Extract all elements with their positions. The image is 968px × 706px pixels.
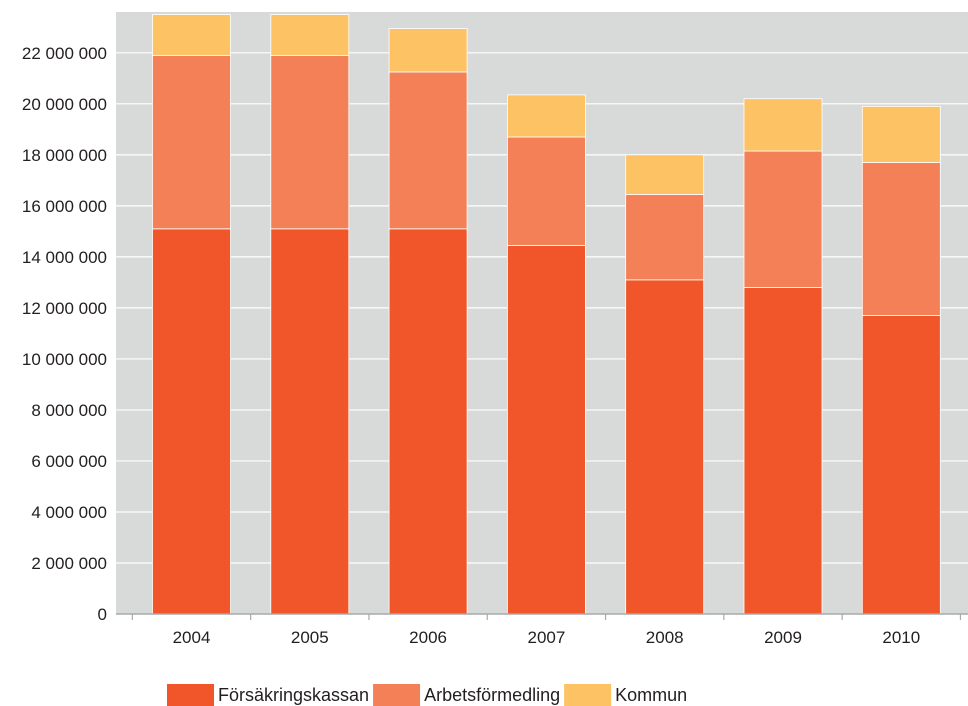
bar-f-rs-kringskassan-2009: [743, 287, 823, 615]
y-tick-label: 10 000 000: [22, 350, 107, 369]
bar-f-rs-kringskassan-2004: [152, 228, 231, 615]
bar-f-rs-kringskassan-2007: [506, 245, 586, 615]
y-tick-label: 14 000 000: [22, 248, 107, 267]
y-axis: 0 2 000 000 4 000 000 6 000 000 8 000 000 10 …: [22, 44, 107, 624]
y-tick-label: 18 000 000: [22, 146, 107, 165]
x-axis: 2004 2005 2006 2007 2008 2009 2010: [116, 613, 968, 647]
bar-f-rs-kringskassan-2010: [861, 315, 941, 615]
legend-label-arbetsf-rmedling: Arbetsförmedling: [424, 685, 560, 705]
x-tick-label: 2004: [173, 628, 211, 647]
y-tick-label: 2 000 000: [31, 554, 107, 573]
x-tick-label: 2006: [409, 628, 447, 647]
x-tick-label: 2005: [291, 628, 329, 647]
x-tick-label: 2010: [882, 628, 920, 647]
bar-f-rs-kringskassan-2005: [270, 228, 350, 615]
legend-label-kommun: Kommun: [615, 685, 687, 705]
x-tick-label: 2008: [646, 628, 684, 647]
bar-f-rs-kringskassan-2006: [388, 228, 468, 615]
bar-arbetsf-rmedling-2004: [152, 54, 231, 230]
legend-label-f-rs-kringskassan: Försäkringskassan: [218, 685, 369, 705]
bar-arbetsf-rmedling-2008: [625, 193, 705, 281]
bar-kommun-2008: [625, 154, 705, 195]
bar-arbetsf-rmedling-2005: [270, 54, 350, 230]
legend-swatch-f-rs-kringskassan: [167, 684, 214, 706]
plot-area: [116, 12, 968, 615]
y-tick-label: 6 000 000: [31, 452, 107, 471]
bar-kommun-2005: [270, 14, 350, 56]
legend-swatch-arbetsf-rmedling: [373, 684, 421, 706]
x-tick-label: 2009: [764, 628, 802, 647]
bar-kommun-2009: [743, 98, 823, 152]
legend: Försäkringskassan Arbetsförmedling Kommun: [167, 684, 687, 706]
bar-arbetsf-rmedling-2009: [743, 150, 823, 288]
y-tick-label: 12 000 000: [22, 299, 107, 318]
y-tick-label: 20 000 000: [22, 95, 107, 114]
bar-arbetsf-rmedling-2010: [861, 162, 941, 316]
y-tick-label: 4 000 000: [31, 503, 107, 522]
y-tick-label: 16 000 000: [22, 197, 107, 216]
x-tick-label: 2007: [527, 628, 565, 647]
bar-f-rs-kringskassan-2008: [625, 279, 705, 615]
legend-swatch-kommun: [564, 684, 612, 706]
bar-kommun-2006: [388, 28, 468, 73]
y-tick-label: 22 000 000: [22, 44, 107, 63]
bar-kommun-2010: [861, 105, 941, 163]
bar-arbetsf-rmedling-2006: [388, 71, 468, 230]
bar-kommun-2007: [506, 94, 586, 138]
bar-arbetsf-rmedling-2007: [506, 136, 586, 246]
y-tick-label: 8 000 000: [31, 401, 107, 420]
y-tick-label: 0: [98, 605, 107, 624]
bar-kommun-2004: [152, 14, 231, 56]
